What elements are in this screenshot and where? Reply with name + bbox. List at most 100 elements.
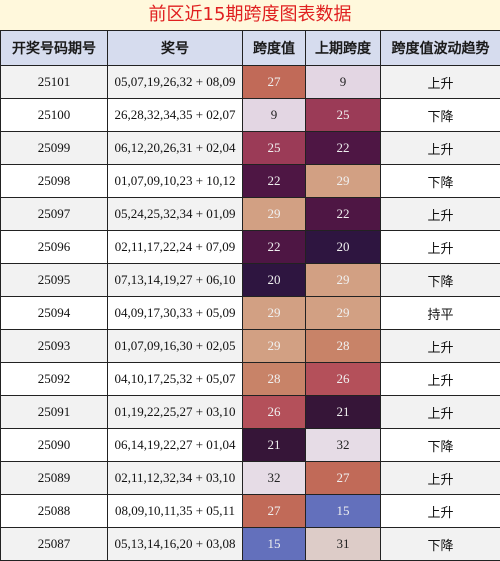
numbers-cell: 04,09,17,30,33 + 05,09: [107, 296, 243, 330]
prev-span-cell: 25: [305, 98, 381, 132]
table-row: 25093 01,07,09,16,30 + 02,05 29 28 上升: [0, 329, 500, 363]
prev-span-cell: 28: [305, 329, 381, 363]
numbers-cell: 02,11,12,32,34 + 03,10: [107, 461, 243, 495]
table-row: 25099 06,12,20,26,31 + 02,04 25 22 上升: [0, 131, 500, 165]
header-span: 跨度值: [242, 30, 306, 66]
numbers-cell: 01,19,22,25,27 + 03,10: [107, 395, 243, 429]
period-cell: 25098: [0, 164, 108, 198]
prev-span-cell: 31: [305, 527, 381, 561]
numbers-cell: 26,28,32,34,35 + 02,07: [107, 98, 243, 132]
header-period: 开奖号码期号: [0, 30, 108, 66]
trend-cell: 上升: [380, 461, 500, 495]
trend-cell: 下降: [380, 164, 500, 198]
span-cell: 32: [242, 461, 306, 495]
table-row: 25088 08,09,10,11,35 + 05,11 27 15 上升: [0, 494, 500, 528]
prev-span-cell: 27: [305, 461, 381, 495]
trend-cell: 上升: [380, 197, 500, 231]
numbers-cell: 08,09,10,11,35 + 05,11: [107, 494, 243, 528]
trend-cell: 下降: [380, 263, 500, 297]
prev-span-cell: 21: [305, 395, 381, 429]
numbers-cell: 04,10,17,25,32 + 05,07: [107, 362, 243, 396]
table-row: 25098 01,07,09,10,23 + 10,12 22 29 下降: [0, 164, 500, 198]
table-row: 25087 05,13,14,16,20 + 03,08 15 31 下降: [0, 527, 500, 561]
table-body: 25101 05,07,19,26,32 + 08,09 27 9 上升 25100 26,…: [0, 65, 500, 561]
prev-span-cell: 29: [305, 263, 381, 297]
trend-cell: 上升: [380, 395, 500, 429]
span-cell: 29: [242, 296, 306, 330]
span-cell: 22: [242, 230, 306, 264]
period-cell: 25101: [0, 65, 108, 99]
numbers-cell: 07,13,14,19,27 + 06,10: [107, 263, 243, 297]
trend-cell: 下降: [380, 98, 500, 132]
trend-cell: 下降: [380, 527, 500, 561]
period-cell: 25100: [0, 98, 108, 132]
header-trend: 跨度值波动趋势: [380, 30, 500, 66]
table-row: 25100 26,28,32,34,35 + 02,07 9 25 下降: [0, 98, 500, 132]
span-cell: 15: [242, 527, 306, 561]
trend-cell: 上升: [380, 362, 500, 396]
period-cell: 25092: [0, 362, 108, 396]
numbers-cell: 06,12,20,26,31 + 02,04: [107, 131, 243, 165]
prev-span-cell: 15: [305, 494, 381, 528]
header-numbers: 奖号: [107, 30, 243, 66]
numbers-cell: 05,13,14,16,20 + 03,08: [107, 527, 243, 561]
period-cell: 25099: [0, 131, 108, 165]
table-row: 25097 05,24,25,32,34 + 01,09 29 22 上升: [0, 197, 500, 231]
table-row: 25090 06,14,19,22,27 + 01,04 21 32 下降: [0, 428, 500, 462]
period-cell: 25094: [0, 296, 108, 330]
span-cell: 27: [242, 65, 306, 99]
trend-cell: 下降: [380, 428, 500, 462]
period-cell: 25096: [0, 230, 108, 264]
span-cell: 20: [242, 263, 306, 297]
span-table: 开奖号码期号 奖号 跨度值 上期跨度 跨度值波动趋势 25101 05,07,19…: [0, 30, 500, 561]
trend-cell: 上升: [380, 131, 500, 165]
prev-span-cell: 20: [305, 230, 381, 264]
period-cell: 25088: [0, 494, 108, 528]
span-cell: 27: [242, 494, 306, 528]
prev-span-cell: 26: [305, 362, 381, 396]
table-row: 25095 07,13,14,19,27 + 06,10 20 29 下降: [0, 263, 500, 297]
header-row: 开奖号码期号 奖号 跨度值 上期跨度 跨度值波动趋势: [0, 30, 500, 66]
prev-span-cell: 22: [305, 131, 381, 165]
span-cell: 28: [242, 362, 306, 396]
numbers-cell: 01,07,09,10,23 + 10,12: [107, 164, 243, 198]
span-cell: 9: [242, 98, 306, 132]
numbers-cell: 05,07,19,26,32 + 08,09: [107, 65, 243, 99]
period-cell: 25091: [0, 395, 108, 429]
trend-cell: 持平: [380, 296, 500, 330]
span-cell: 25: [242, 131, 306, 165]
trend-cell: 上升: [380, 494, 500, 528]
header-prev-span: 上期跨度: [305, 30, 381, 66]
trend-cell: 上升: [380, 329, 500, 363]
table-row: 25091 01,19,22,25,27 + 03,10 26 21 上升: [0, 395, 500, 429]
prev-span-cell: 32: [305, 428, 381, 462]
page-title: 前区近15期跨度图表数据: [0, 0, 500, 30]
prev-span-cell: 29: [305, 296, 381, 330]
prev-span-cell: 29: [305, 164, 381, 198]
period-cell: 25090: [0, 428, 108, 462]
table-row: 25092 04,10,17,25,32 + 05,07 28 26 上升: [0, 362, 500, 396]
period-cell: 25095: [0, 263, 108, 297]
trend-cell: 上升: [380, 230, 500, 264]
span-cell: 26: [242, 395, 306, 429]
table-row: 25089 02,11,12,32,34 + 03,10 32 27 上升: [0, 461, 500, 495]
span-cell: 29: [242, 329, 306, 363]
table-row: 25101 05,07,19,26,32 + 08,09 27 9 上升: [0, 65, 500, 99]
span-cell: 21: [242, 428, 306, 462]
table-row: 25096 02,11,17,22,24 + 07,09 22 20 上升: [0, 230, 500, 264]
prev-span-cell: 9: [305, 65, 381, 99]
table-row: 25094 04,09,17,30,33 + 05,09 29 29 持平: [0, 296, 500, 330]
numbers-cell: 06,14,19,22,27 + 01,04: [107, 428, 243, 462]
trend-cell: 上升: [380, 65, 500, 99]
period-cell: 25093: [0, 329, 108, 363]
period-cell: 25097: [0, 197, 108, 231]
span-cell: 29: [242, 197, 306, 231]
prev-span-cell: 22: [305, 197, 381, 231]
numbers-cell: 05,24,25,32,34 + 01,09: [107, 197, 243, 231]
numbers-cell: 01,07,09,16,30 + 02,05: [107, 329, 243, 363]
span-cell: 22: [242, 164, 306, 198]
period-cell: 25089: [0, 461, 108, 495]
numbers-cell: 02,11,17,22,24 + 07,09: [107, 230, 243, 264]
period-cell: 25087: [0, 527, 108, 561]
